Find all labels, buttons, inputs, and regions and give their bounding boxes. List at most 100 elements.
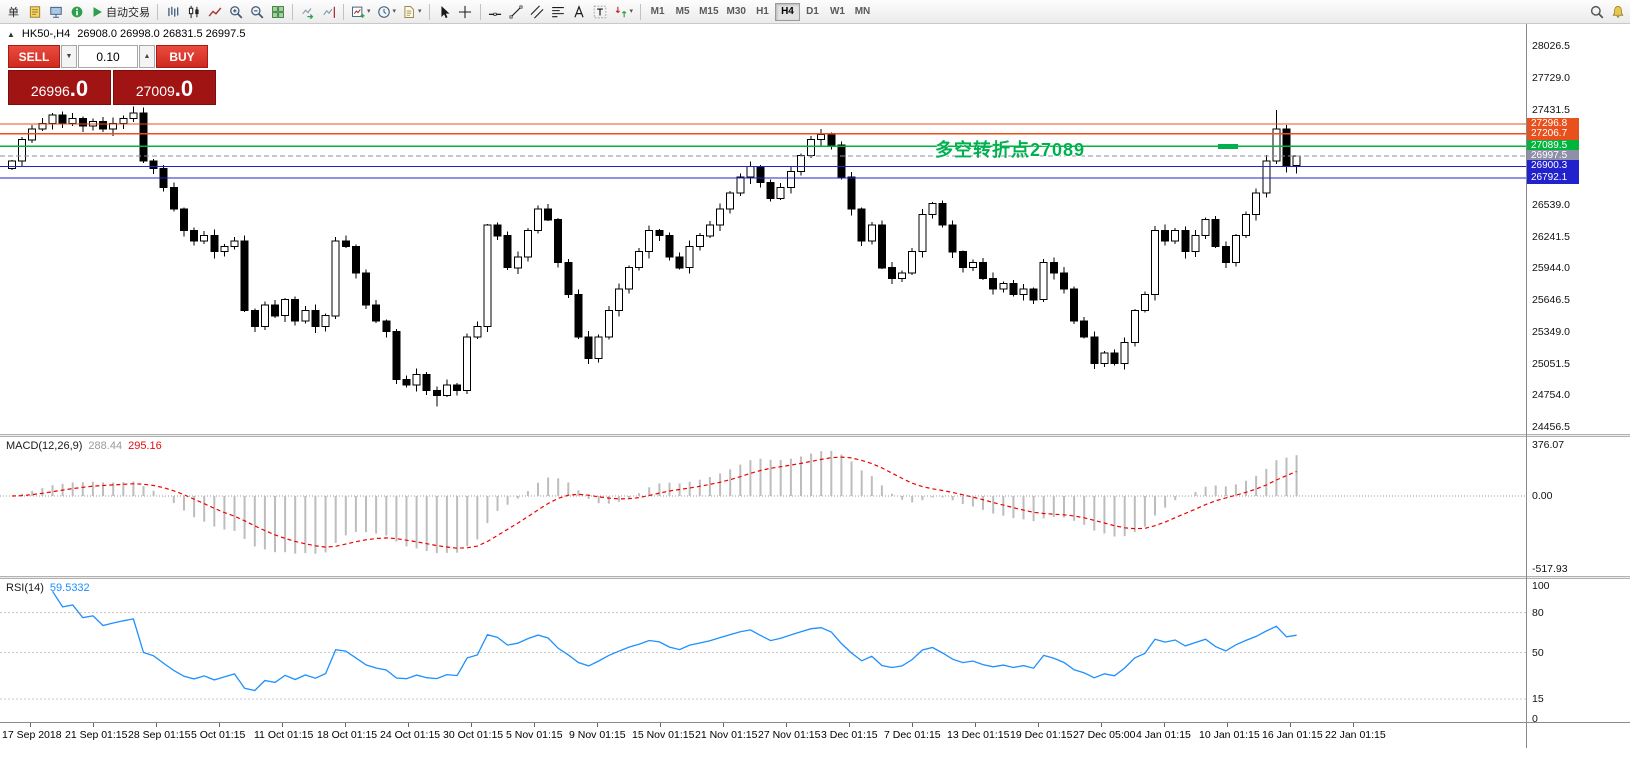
search-button[interactable] [1586,2,1607,22]
timeframe-h4-button[interactable]: H4 [774,2,800,21]
notifications-button[interactable] [1607,2,1628,22]
line-chart-mode-button[interactable] [204,2,225,22]
time-axis-label: 4 Jan 01:15 [1136,729,1191,741]
toolbar-items: 单 自动交易 ▾ ▾ ▾ ▾ M1 M5 M15 M30 H1 H4 D1 W1 MN [3,0,875,24]
order-document-icon [28,5,42,19]
toolbar-separator [343,3,344,20]
time-axis-tick [1164,723,1165,727]
time-axis-tick [912,723,913,727]
time-axis-label: 27 Dec 05:00 [1073,729,1136,741]
time-axis-label: 17 Sep 2018 [2,729,62,741]
horizontal-line-tool-button[interactable] [485,2,506,22]
trendline-tool-button[interactable] [506,2,527,22]
templates-button[interactable]: ▾ [399,2,425,22]
toolbar-separator [640,3,642,20]
dropdown-caret-icon: ▾ [367,8,371,15]
price-axis-tick: 25051.5 [1532,358,1570,370]
symbol-info: ▲ HK50-,H4 26908.0 26998.0 26831.5 26997… [7,28,245,40]
time-axis-label: 5 Oct 01:15 [191,729,246,741]
orders-button[interactable] [24,2,45,22]
price-axis-tick: 24754.0 [1532,389,1570,401]
data-window-button[interactable] [66,2,87,22]
macd-canvas[interactable] [0,437,1526,576]
collapse-arrow-icon[interactable]: ▲ [7,29,15,39]
buy-price-display[interactable]: 27009.0 [113,70,216,105]
buy-button[interactable]: BUY [156,45,208,68]
arrows-tool-button[interactable]: ▾ [611,2,637,22]
price-level-tag: 27206.7 [1527,128,1579,140]
autotrading-button[interactable]: 自动交易 [87,2,153,22]
candlestick-mode-button[interactable] [183,2,204,22]
crosshair-tool-button[interactable] [455,2,476,22]
toolbar-separator [157,3,158,20]
timeframe-mn-button[interactable]: MN [850,3,875,21]
main-chart-canvas[interactable] [0,24,1526,434]
time-axis-tick [1038,723,1039,727]
channel-tool-button[interactable] [527,2,548,22]
cursor-tool-button[interactable] [434,2,455,22]
toolbar-separator [428,3,430,20]
crosshair-icon [458,5,472,19]
sell-price-decimal: .0 [69,76,89,101]
volume-decrease-button[interactable]: ▼ [61,45,77,68]
profiles-button[interactable]: ▾ [374,2,400,22]
time-axis-tick [471,723,472,727]
pane-separator[interactable] [0,434,1630,437]
text-a-icon [572,4,586,19]
text-t-icon [593,5,607,19]
timeframe-m1-button[interactable]: M1 [645,3,670,21]
auto-scroll-button[interactable] [297,2,318,22]
zoom-in-button[interactable] [225,2,246,22]
time-axis-label: 28 Sep 01:15 [128,729,191,741]
time-axis-label: 30 Oct 01:15 [443,729,504,741]
new-chart-button[interactable]: ▾ [348,2,374,22]
time-axis-label: 9 Nov 01:15 [569,729,626,741]
volume-input[interactable] [78,45,138,68]
rsi-axis-label: 15 [1532,693,1544,705]
timeframe-h1-button[interactable]: H1 [750,3,775,21]
new-order-button-label: 单 [8,6,19,19]
time-axis-tick [597,723,598,727]
time-axis[interactable]: 17 Sep 2018 21 Sep 01:15 28 Sep 01:15 5 Oct… [0,722,1630,748]
chart-shift-button[interactable] [318,2,339,22]
sell-price-display[interactable]: 26996.0 [8,70,111,105]
time-axis-label: 5 Nov 01:15 [506,729,563,741]
time-axis-label: 21 Nov 01:15 [695,729,758,741]
new-chart-icon [351,5,365,19]
pane-separator[interactable] [0,576,1630,579]
trend-marker-segment[interactable] [1218,144,1238,149]
one-click-trade-panel: SELL ▼ ▲ BUY 26996.0 27009.0 [8,45,220,105]
text-tool-button[interactable] [569,2,590,22]
bar-chart-mode-button[interactable] [162,2,183,22]
rsi-canvas[interactable] [0,579,1526,722]
zoom-out-button[interactable] [246,2,267,22]
time-axis-tick [660,723,661,727]
macd-axis-min: -517.93 [1532,563,1568,575]
chart-text-annotation[interactable]: 多空转折点27089 [935,140,1086,160]
time-axis-label: 10 Jan 01:15 [1199,729,1260,741]
fibonacci-tool-button[interactable] [548,2,569,22]
new-order-button[interactable]: 单 [3,2,24,22]
timeframe-m15-button[interactable]: M15 [695,3,722,21]
symbol-title: HK50-,H4 [21,28,71,40]
timeframe-m30-button[interactable]: M30 [723,3,750,21]
main-chart-pane: ▲ HK50-,H4 26908.0 26998.0 26831.5 26997… [0,24,1526,434]
time-axis-tick [156,723,157,727]
profiles-clock-icon [377,5,391,19]
tile-windows-button[interactable] [267,2,288,22]
volume-increase-button[interactable]: ▲ [139,45,155,68]
price-axis[interactable]: 28026.527729.027431.527134.026836.526539… [1527,24,1630,725]
rsi-axis-label: 100 [1532,580,1550,592]
timeframe-w1-button[interactable]: W1 [825,3,850,21]
time-axis-tick [282,723,283,727]
timeframe-m5-button[interactable]: M5 [670,3,695,21]
time-axis-tick [1227,723,1228,727]
time-axis-label: 15 Nov 01:15 [632,729,695,741]
market-watch-button[interactable] [45,2,66,22]
timeframe-d1-button[interactable]: D1 [800,3,825,21]
time-axis-tick [975,723,976,727]
macd-label: MACD(12,26,9) 288.44 295.16 [6,440,162,452]
label-tool-button[interactable] [590,2,611,22]
sell-button[interactable]: SELL [8,45,60,68]
fibonacci-icon [551,5,565,19]
